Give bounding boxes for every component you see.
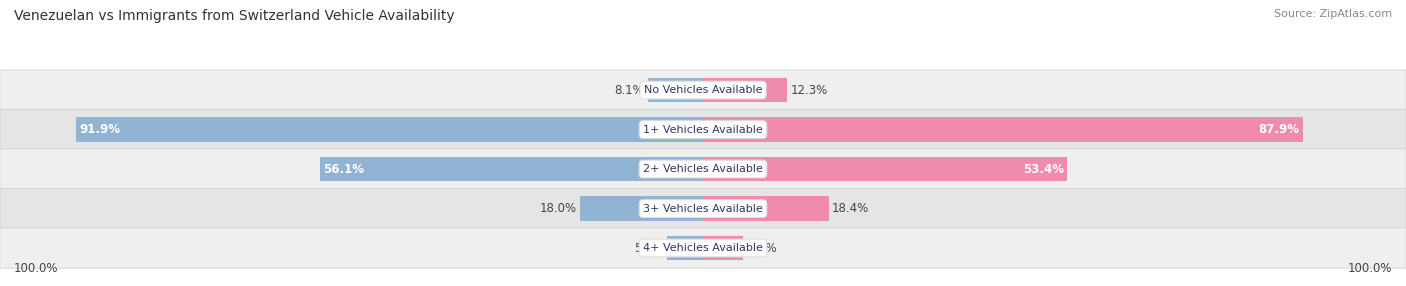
Text: 87.9%: 87.9% [1258, 123, 1299, 136]
Text: 12.3%: 12.3% [790, 84, 828, 97]
FancyBboxPatch shape [0, 149, 1406, 189]
Text: 100.0%: 100.0% [1347, 262, 1392, 275]
Bar [703, 78, 787, 102]
Text: 53.4%: 53.4% [1024, 162, 1064, 176]
Text: 3+ Vehicles Available: 3+ Vehicles Available [643, 204, 763, 214]
FancyBboxPatch shape [0, 228, 1406, 268]
Bar [321, 157, 703, 181]
Bar [703, 196, 828, 221]
Text: 100.0%: 100.0% [14, 262, 59, 275]
FancyBboxPatch shape [0, 188, 1406, 229]
Bar [581, 196, 703, 221]
Bar [76, 117, 703, 142]
Bar [703, 157, 1067, 181]
Text: 91.9%: 91.9% [79, 123, 120, 136]
Bar [703, 236, 744, 260]
Text: No Vehicles Available: No Vehicles Available [644, 85, 762, 95]
Text: 18.4%: 18.4% [832, 202, 869, 215]
FancyBboxPatch shape [0, 70, 1406, 110]
Text: 4+ Vehicles Available: 4+ Vehicles Available [643, 243, 763, 253]
Text: 5.9%: 5.9% [747, 241, 776, 255]
Text: Venezuelan vs Immigrants from Switzerland Vehicle Availability: Venezuelan vs Immigrants from Switzerlan… [14, 9, 454, 23]
Text: 5.3%: 5.3% [634, 241, 664, 255]
Bar [648, 78, 703, 102]
Text: Source: ZipAtlas.com: Source: ZipAtlas.com [1274, 9, 1392, 19]
Bar [703, 117, 1303, 142]
Text: 18.0%: 18.0% [540, 202, 576, 215]
Text: 1+ Vehicles Available: 1+ Vehicles Available [643, 125, 763, 134]
Text: 2+ Vehicles Available: 2+ Vehicles Available [643, 164, 763, 174]
Text: 56.1%: 56.1% [323, 162, 364, 176]
Text: 8.1%: 8.1% [614, 84, 644, 97]
Bar [666, 236, 703, 260]
FancyBboxPatch shape [0, 110, 1406, 150]
